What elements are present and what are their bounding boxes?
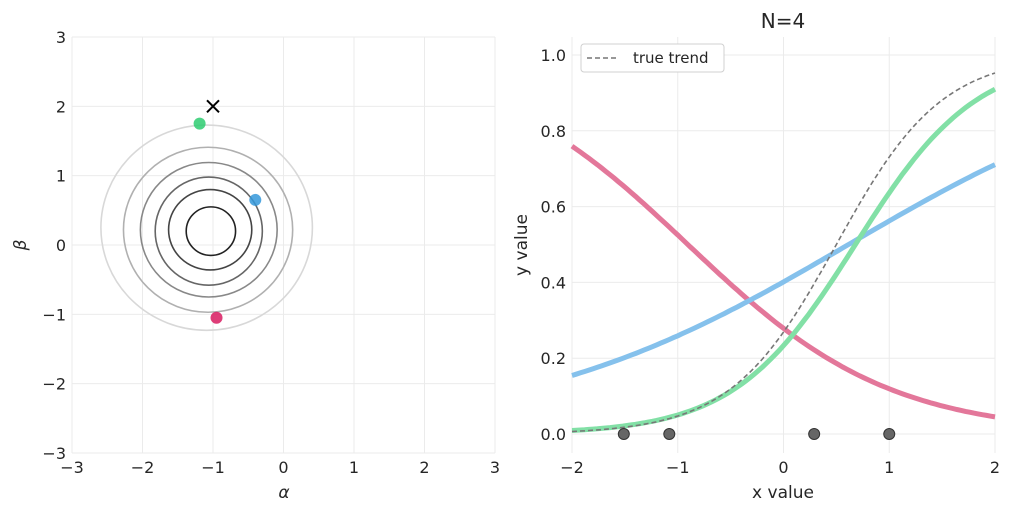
logistic-curves-plot: −2 −1 0 1 2 0.0 0.2 0.4 0.6 0.8 1.0 <box>541 37 1000 477</box>
x-tick-label: 0 <box>278 458 288 477</box>
y-tick-label: 0 <box>56 236 66 255</box>
x-tick-label: −1 <box>666 458 690 477</box>
legend: true trend <box>580 43 725 73</box>
y-tick-label: 0.6 <box>541 198 566 217</box>
contour-line <box>185 206 237 257</box>
posterior-contour-plot: −3 −2 −1 0 1 2 3 −3 −2 −1 0 1 2 3 <box>42 28 500 477</box>
observation-point <box>883 428 896 440</box>
y-tick-label: 0.4 <box>541 273 566 292</box>
left-xlabel: α <box>278 483 289 503</box>
y-tick-label: −1 <box>42 305 66 324</box>
contour-line <box>154 176 264 287</box>
sample-curve <box>570 144 996 420</box>
sample-point <box>249 193 262 206</box>
contour-line <box>167 188 253 271</box>
contour-line <box>139 161 278 298</box>
right-ylabel: y value <box>512 214 532 276</box>
x-tick-label: −2 <box>560 458 584 477</box>
y-tick-label: 1 <box>56 167 66 186</box>
x-tick-label: −2 <box>131 458 155 477</box>
y-tick-label: 2 <box>56 97 66 116</box>
x-tick-label: 1 <box>349 458 359 477</box>
x-tick-label: 2 <box>990 458 1000 477</box>
x-tick-label: 3 <box>490 458 500 477</box>
contour-line <box>100 124 314 332</box>
y-tick-label: 3 <box>56 28 66 47</box>
y-tick-label: 1.0 <box>541 46 566 65</box>
sample-point <box>193 117 206 130</box>
left-ylabel: β <box>11 239 31 251</box>
x-tick-label: −1 <box>201 458 225 477</box>
legend-label: true trend <box>633 49 709 67</box>
contour-line <box>122 146 294 314</box>
y-tick-label: 0.0 <box>541 425 566 444</box>
y-tick-label: 0.8 <box>541 122 566 141</box>
sample-point <box>210 311 223 324</box>
right-title: N=4 <box>761 9 805 33</box>
x-tick-label: −3 <box>60 458 84 477</box>
x-tick-label: 1 <box>884 458 894 477</box>
legend-box <box>580 43 725 73</box>
x-tick-label: 0 <box>778 458 788 477</box>
y-tick-label: −3 <box>42 444 66 463</box>
y-tick-label: 0.2 <box>541 349 566 368</box>
observation-point <box>617 428 630 440</box>
true-parameter-marker <box>206 99 220 114</box>
sample-curve <box>571 87 997 433</box>
right-xlabel: x value <box>752 483 814 503</box>
observation-point <box>808 428 821 440</box>
observation-point <box>663 428 676 440</box>
y-tick-label: −2 <box>42 375 66 394</box>
x-tick-label: 2 <box>419 458 429 477</box>
sample-curve <box>571 162 997 378</box>
true-trend-line <box>571 72 996 433</box>
